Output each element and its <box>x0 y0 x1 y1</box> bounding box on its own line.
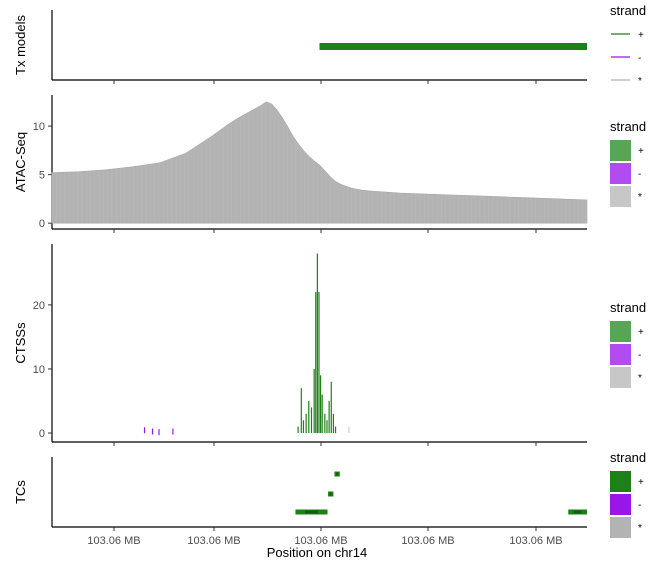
ctss-bar <box>158 429 160 436</box>
y-tick-label: 10 <box>33 121 45 133</box>
legend-panel-3: strand + - * <box>610 300 646 388</box>
legend-label: + <box>638 477 644 488</box>
legend-label: + <box>638 146 644 157</box>
y-tick-label: 20 <box>33 300 45 312</box>
legend-label: * <box>638 523 642 534</box>
panel-4: TCs 103.06 MB 103.06 MB 103.06 MB 103.06 MB 1… <box>13 457 587 547</box>
ctss-bar <box>151 428 154 435</box>
ctss-bar <box>313 368 315 434</box>
legend-panel-2: strand + - * <box>610 119 646 207</box>
x-tick-label: 103.06 MB <box>401 535 454 547</box>
panel-1: Tx models <box>13 10 587 84</box>
y-axis-title: ATAC-Seq <box>13 132 28 192</box>
ctss-bar <box>328 400 330 434</box>
ctss-bar <box>348 426 350 434</box>
x-axis-title: Position on chr14 <box>267 545 367 560</box>
y-axis-title: Tx models <box>13 15 28 75</box>
ctss-bar <box>310 407 313 434</box>
y-axis-title: CTSSs <box>13 322 28 364</box>
legend-key <box>610 163 631 184</box>
y-axis-title: TCs <box>13 480 28 504</box>
y-tick-label: 5 <box>39 170 45 182</box>
x-tick-label: 103.06 MB <box>187 535 240 547</box>
legend-key <box>610 344 631 365</box>
legend-label: + <box>638 30 644 41</box>
y-tick-label: 0 <box>39 428 45 440</box>
legend-panel-4: strand + - * <box>610 450 646 538</box>
y-tick-label: 10 <box>33 364 45 376</box>
legend-key <box>610 367 631 388</box>
legend-key <box>610 140 631 161</box>
ctss-bar <box>330 381 332 434</box>
ctss-bar <box>300 388 302 434</box>
ctss-bar <box>315 292 317 434</box>
legend-key <box>610 186 631 207</box>
ctss-bar <box>321 394 323 434</box>
ctss-bar <box>326 420 328 434</box>
legend-panel-1: strand + - * <box>610 3 646 87</box>
tag-cluster-core <box>336 472 339 476</box>
tag-cluster-core <box>305 510 318 514</box>
ctss-bar <box>334 426 337 434</box>
legend-label: - <box>638 500 641 511</box>
ctss-bar <box>316 253 318 434</box>
legend-key <box>610 517 631 538</box>
ctss-bar <box>308 400 310 434</box>
x-tick-label: 103.06 MB <box>509 535 562 547</box>
y-tick-label: 0 <box>39 218 45 230</box>
x-tick-label: 103.06 MB <box>87 535 140 547</box>
ctss-bar <box>318 292 320 434</box>
panel-3: CTSSs 0 10 20 <box>13 244 587 446</box>
transcript-model <box>319 43 587 50</box>
legend-key <box>610 494 631 515</box>
ctss-bar <box>143 427 146 434</box>
panel-2: ATAC-Seq 0 5 10 <box>13 95 588 233</box>
legend-key <box>610 471 631 492</box>
legend-label: * <box>638 192 642 203</box>
tag-cluster-core <box>329 492 332 496</box>
legend-title: strand <box>610 119 646 134</box>
atac-coverage-area <box>51 101 588 224</box>
ctss-bar <box>305 413 307 434</box>
ctss-bar <box>332 413 335 434</box>
ctss-bar <box>302 420 305 434</box>
x-tick-label: 103.06 MB <box>294 535 347 547</box>
legend-label: - <box>638 53 641 64</box>
tracks: Tx models ATAC-Seq 0 5 10 CTSSs 0 10 20 TCs 103.06… <box>13 10 588 547</box>
legend-label: - <box>638 169 641 180</box>
legend-title: strand <box>610 3 646 18</box>
ctss-bar <box>172 428 174 435</box>
tag-cluster-core <box>573 510 582 514</box>
ctss-bar <box>319 375 322 434</box>
legend-label: + <box>638 327 644 338</box>
legend-title: strand <box>610 300 646 315</box>
legends: strand + - * strand + - * strand + - * strand + - * <box>610 3 646 538</box>
legend-label: * <box>638 373 642 384</box>
legend-key <box>610 321 631 342</box>
legend-label: - <box>638 350 641 361</box>
legend-label: * <box>638 76 642 87</box>
legend-title: strand <box>610 450 646 465</box>
ctss-bar <box>297 426 299 434</box>
ctss-bar <box>324 413 326 434</box>
